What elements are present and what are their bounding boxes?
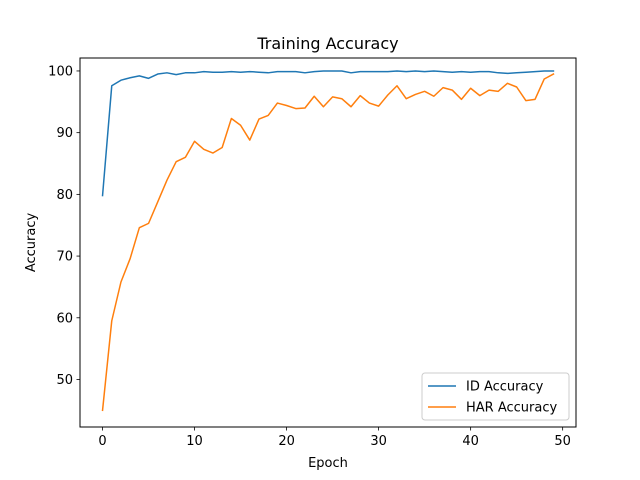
legend-label: ID Accuracy	[466, 380, 544, 395]
legend-label: HAR Accuracy	[466, 401, 557, 416]
plot-frame	[79, 57, 577, 428]
y-tick-label: 50	[56, 373, 73, 388]
chart-title: Training Accuracy	[256, 34, 398, 53]
series-line-har-accuracy	[101, 73, 555, 412]
x-tick-label: 50	[554, 434, 571, 449]
y-tick-label: 90	[56, 126, 73, 141]
x-tick-label: 40	[462, 434, 479, 449]
x-tick-label: 30	[370, 434, 387, 449]
x-tick-label: 10	[186, 434, 203, 449]
y-tick-label: 60	[56, 311, 73, 326]
y-tick-label: 70	[56, 250, 73, 265]
y-axis-ticks: 50 60 70 80 90 100	[48, 64, 80, 388]
y-axis-title: Accuracy	[24, 213, 39, 273]
series-layer	[101, 70, 555, 412]
x-axis-ticks: 0 10 20 30 40 50	[98, 427, 571, 449]
x-tick-label: 20	[278, 434, 295, 449]
legend: ID Accuracy HAR Accuracy	[421, 372, 570, 421]
x-tick-label: 0	[98, 434, 106, 449]
series-line-id-accuracy	[101, 70, 555, 197]
y-tick-label: 80	[56, 188, 73, 203]
legend-box	[421, 372, 570, 421]
x-axis-title: Epoch	[308, 456, 348, 471]
y-tick-label: 100	[48, 64, 73, 79]
